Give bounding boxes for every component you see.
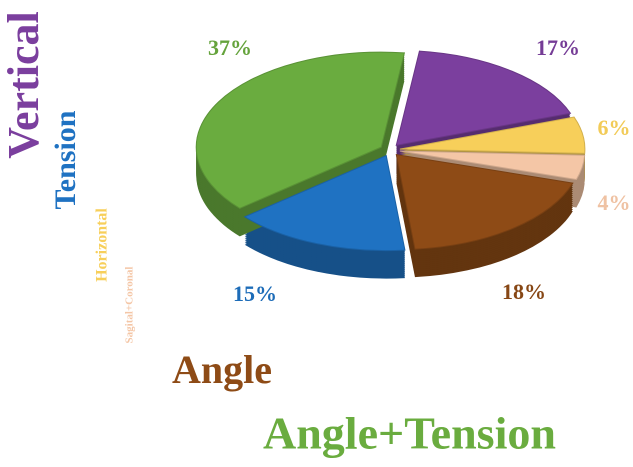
pie-slice xyxy=(195,51,406,209)
category-label: Angle+Tension xyxy=(263,408,556,459)
category-label: Angle xyxy=(172,347,272,392)
value-label: 18% xyxy=(502,279,546,304)
pie-slice xyxy=(395,50,572,146)
value-label: 17% xyxy=(536,35,580,60)
value-label: 6% xyxy=(598,115,631,140)
category-label: Tension xyxy=(49,110,82,209)
category-label: Horizontal xyxy=(94,208,111,282)
category-label: Vertical xyxy=(0,11,48,158)
pie-slice xyxy=(399,116,586,154)
category-label: Sagital+Coronal xyxy=(124,267,136,344)
value-label: 15% xyxy=(233,281,277,306)
pie-slice xyxy=(395,154,574,250)
value-label: 37% xyxy=(208,35,252,60)
pie-slice xyxy=(243,154,406,252)
pie-slice xyxy=(399,150,586,181)
value-label: 4% xyxy=(598,190,631,215)
